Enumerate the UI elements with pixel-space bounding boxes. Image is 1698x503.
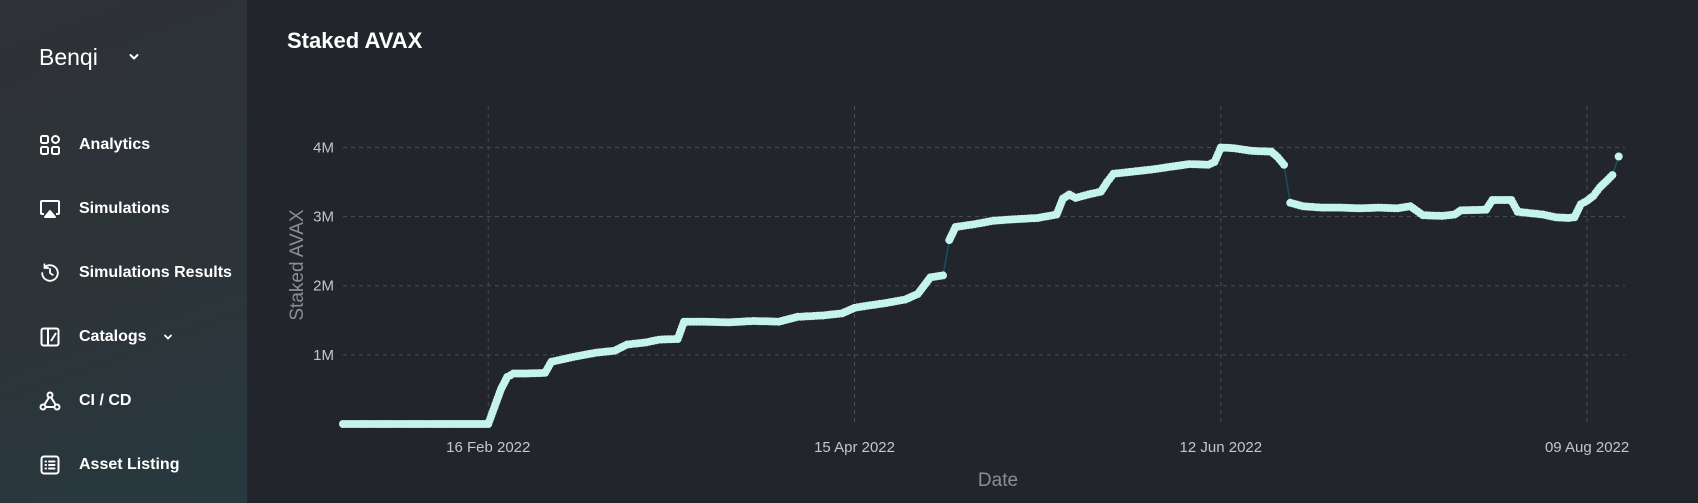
workspace-switcher[interactable]: Benqi [39, 40, 140, 74]
x-tick-label: 16 Feb 2022 [446, 439, 530, 456]
sidebar-item-label: Simulations Results [79, 264, 232, 281]
x-axis-title: Date [978, 470, 1018, 491]
data-point [1280, 160, 1288, 169]
chevron-down-icon [128, 52, 140, 62]
sidebar-item-label: CI / CD [79, 392, 132, 409]
brand-name: Benqi [39, 43, 98, 70]
sidebar-item-label: Catalogs [79, 328, 147, 345]
sidebar-item-label: Asset Listing [79, 456, 180, 473]
chart-title: Staked AVAX [287, 28, 423, 53]
data-point [1614, 152, 1623, 161]
airplay-icon [39, 198, 61, 220]
y-axis-title: Staked AVAX [287, 209, 308, 321]
y-tick-label: 3M [313, 209, 334, 226]
list-icon [39, 454, 61, 476]
y-tick-label: 2M [313, 278, 334, 295]
dashboard-grid-icon [39, 134, 61, 156]
sidebar-item-label: Analytics [79, 136, 151, 153]
x-tick-label: 12 Jun 2022 [1180, 439, 1263, 456]
data-point [1608, 171, 1617, 180]
sidebar-item-label: Simulations [79, 200, 170, 217]
main-panel: Staked AVAX 1M 2M 3M 4M 16 Feb 2022 15 Apr 20… [247, 0, 1698, 503]
staked-avax-chart: 1M 2M 3M 4M 16 Feb 2022 15 Apr 2022 12 Jun 202… [287, 106, 1629, 491]
y-tick-label: 1M [313, 347, 334, 364]
sidebar-item-asset-listing[interactable]: Asset Listing [39, 449, 179, 481]
sidebar: Benqi Analytics Simulations Simul [0, 0, 247, 503]
catalog-book-icon [39, 326, 61, 348]
y-tick-label: 4M [313, 139, 334, 156]
pipeline-nodes-icon [39, 390, 61, 412]
data-point [939, 271, 947, 280]
x-tick-label: 09 Aug 2022 [1545, 439, 1629, 456]
series-line [343, 146, 1620, 425]
sidebar-item-simulations-results[interactable]: Simulations Results [39, 257, 232, 289]
x-tick-label: 15 Apr 2022 [814, 439, 895, 456]
sidebar-item-analytics[interactable]: Analytics [39, 129, 150, 161]
sidebar-item-ci-cd[interactable]: CI / CD [39, 385, 131, 417]
sidebar-item-catalogs[interactable]: Catalogs [39, 321, 173, 353]
chevron-down-icon [163, 333, 173, 341]
sidebar-item-simulations[interactable]: Simulations [39, 193, 170, 225]
history-icon [39, 262, 61, 284]
